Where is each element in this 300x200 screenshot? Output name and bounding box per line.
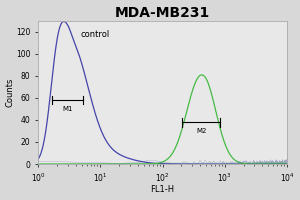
Text: M2: M2 [196,128,206,134]
Y-axis label: Counts: Counts [6,78,15,107]
Text: control: control [80,30,110,39]
Title: MDA-MB231: MDA-MB231 [115,6,210,20]
X-axis label: FL1-H: FL1-H [151,185,175,194]
Text: M1: M1 [62,106,73,112]
